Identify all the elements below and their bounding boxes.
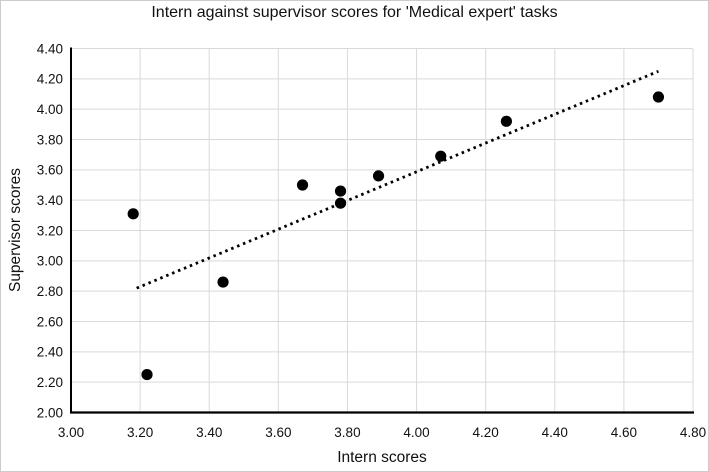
x-tick-label: 3.80 [334,425,360,440]
y-tick-label: 2.40 [37,345,63,360]
y-tick-label: 3.60 [37,163,63,178]
data-point [435,150,447,162]
y-tick-label: 4.00 [37,102,63,117]
x-axis-label: Intern scores [337,449,427,466]
x-tick-label: 3.60 [265,425,291,440]
data-point [652,91,665,103]
trendline [136,69,659,290]
y-tick-label: 2.60 [37,314,63,329]
x-tick-label: 4.80 [680,425,706,440]
y-tick-label: 4.40 [37,41,63,56]
y-tick-label: 2.20 [37,375,63,390]
data-point [127,208,139,220]
y-tick-label: 3.00 [37,254,63,269]
chart-title: Intern against supervisor scores for 'Me… [151,4,558,21]
data-point [141,368,153,381]
y-tick-label: 4.20 [37,72,63,87]
data-point [334,185,347,197]
y-tick-label: 2.80 [37,284,63,299]
x-tick-label: 4.60 [611,425,637,440]
x-tick-label: 3.40 [196,425,222,440]
x-tick-label: 4.00 [403,425,429,440]
data-point [296,179,309,191]
data-point [334,197,347,209]
data-point [500,115,512,127]
y-tick-label: 3.40 [37,193,63,208]
y-tick-label: 3.80 [37,132,63,147]
y-tick-label: 3.20 [37,223,63,238]
x-tick-label: 3.00 [58,425,84,440]
data-point [372,170,385,182]
x-tick-label: 3.20 [127,425,153,440]
y-axis-label: Supervisor scores [7,167,24,293]
data-point [217,276,229,288]
x-tick-label: 4.20 [473,425,499,440]
y-tick-label: 2.00 [37,405,63,420]
x-tick-label: 4.40 [542,425,568,440]
